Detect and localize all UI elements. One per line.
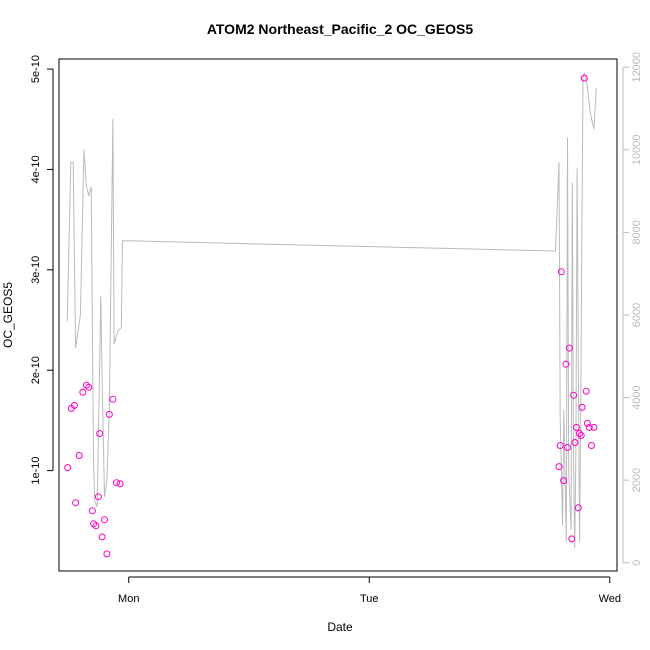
data-point	[590, 423, 598, 431]
y2-tick-label: 12000	[631, 52, 643, 83]
data-point	[577, 432, 585, 439]
data-point	[574, 504, 582, 512]
data-point	[571, 439, 579, 446]
data-point	[580, 74, 588, 82]
data-point	[85, 383, 93, 391]
y2-tick-label: 8000	[631, 220, 643, 244]
data-point	[70, 401, 78, 409]
data-point	[565, 344, 573, 352]
data-point	[113, 479, 120, 487]
data-point	[75, 452, 83, 459]
data-point	[72, 499, 80, 507]
y-axis-right: 0 2000 4000 6000 8000 10000 12000	[622, 52, 643, 566]
data-point	[94, 493, 102, 501]
scatter-points-layer	[64, 74, 598, 558]
y-axis-label: OC_GEOS5	[1, 282, 15, 348]
chart-title: ATOM2 Northeast_Pacific_2 OC_GEOS5	[207, 21, 474, 37]
data-point	[92, 522, 100, 530]
data-point	[105, 410, 113, 418]
data-point	[583, 419, 591, 427]
y-tick-label: 2e-10	[30, 356, 42, 384]
data-point	[96, 430, 104, 437]
y2-tick-label: 6000	[631, 303, 643, 327]
plot-frame	[58, 58, 618, 572]
x-tick-label: Mon	[118, 593, 139, 605]
y2-tick-label: 2000	[631, 468, 643, 492]
y-tick-label: 3e-10	[30, 256, 42, 284]
data-point	[578, 403, 586, 411]
data-point	[103, 550, 111, 558]
data-point	[588, 442, 595, 449]
data-point	[562, 360, 570, 368]
data-point	[98, 533, 106, 541]
x-tick-label: Tue	[360, 593, 379, 605]
x-axis-label: Date	[327, 620, 353, 634]
data-point	[79, 388, 87, 396]
data-point	[116, 480, 124, 488]
data-point	[570, 391, 578, 399]
y-axis-left: 1e-10 2e-10 3e-10 4e-10 5e-10	[30, 55, 54, 485]
data-point	[555, 463, 563, 471]
y2-tick-label: 0	[631, 560, 643, 566]
y2-tick-label: 4000	[631, 385, 643, 409]
y-tick-label: 1e-10	[30, 457, 42, 485]
line-series	[66, 72, 597, 549]
data-point	[572, 423, 580, 431]
data-point	[585, 423, 593, 431]
y-tick-label: 5e-10	[30, 55, 42, 83]
y2-tick-label: 10000	[631, 135, 643, 166]
data-point	[564, 444, 571, 451]
data-point	[101, 516, 108, 524]
data-point	[109, 395, 117, 403]
line-series-layer	[66, 72, 597, 549]
data-point	[582, 387, 590, 395]
data-point	[64, 464, 72, 472]
data-point	[576, 430, 583, 437]
data-point	[557, 268, 565, 276]
x-tick-label: Wed	[599, 593, 621, 605]
data-point	[88, 507, 96, 515]
x-axis: Mon Tue Wed	[118, 576, 621, 605]
data-point	[560, 477, 568, 485]
data-point	[556, 442, 564, 449]
y-tick-label: 4e-10	[30, 155, 42, 183]
data-point	[568, 535, 576, 543]
